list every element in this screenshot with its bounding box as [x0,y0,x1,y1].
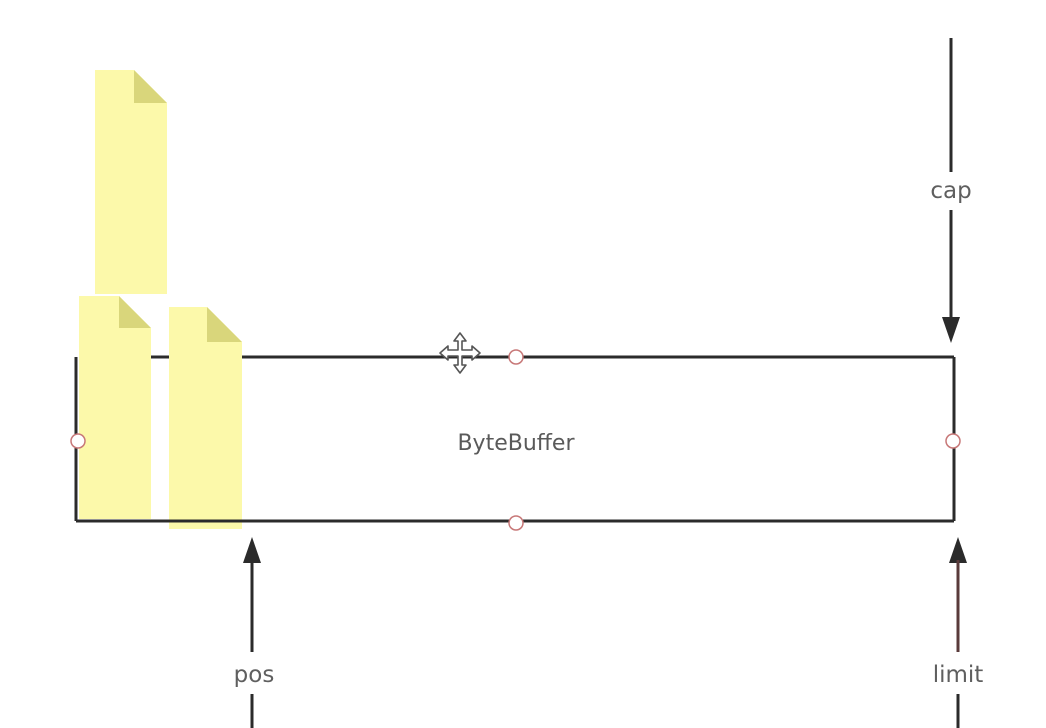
cap-label: cap [930,178,971,204]
data-note-top[interactable] [95,70,167,294]
resize-handle-left[interactable] [70,433,86,449]
bytebuffer-label: ByteBuffer [457,431,575,456]
data-note-right[interactable] [169,307,242,529]
limit-pointer[interactable]: limit [933,537,984,728]
pos-arrowhead [243,537,261,563]
resize-handle-right[interactable] [945,433,961,449]
move-cursor-icon [439,332,481,374]
limit-arrowhead [949,537,967,563]
pos-label: pos [234,662,275,688]
data-note-middle[interactable] [79,296,151,519]
pos-pointer[interactable]: pos [234,537,275,728]
cap-arrowhead [942,317,960,343]
cap-pointer[interactable]: cap [930,38,972,343]
resize-handle-top[interactable] [508,349,524,365]
resize-handle-bottom[interactable] [508,515,524,531]
limit-label: limit [933,662,984,688]
